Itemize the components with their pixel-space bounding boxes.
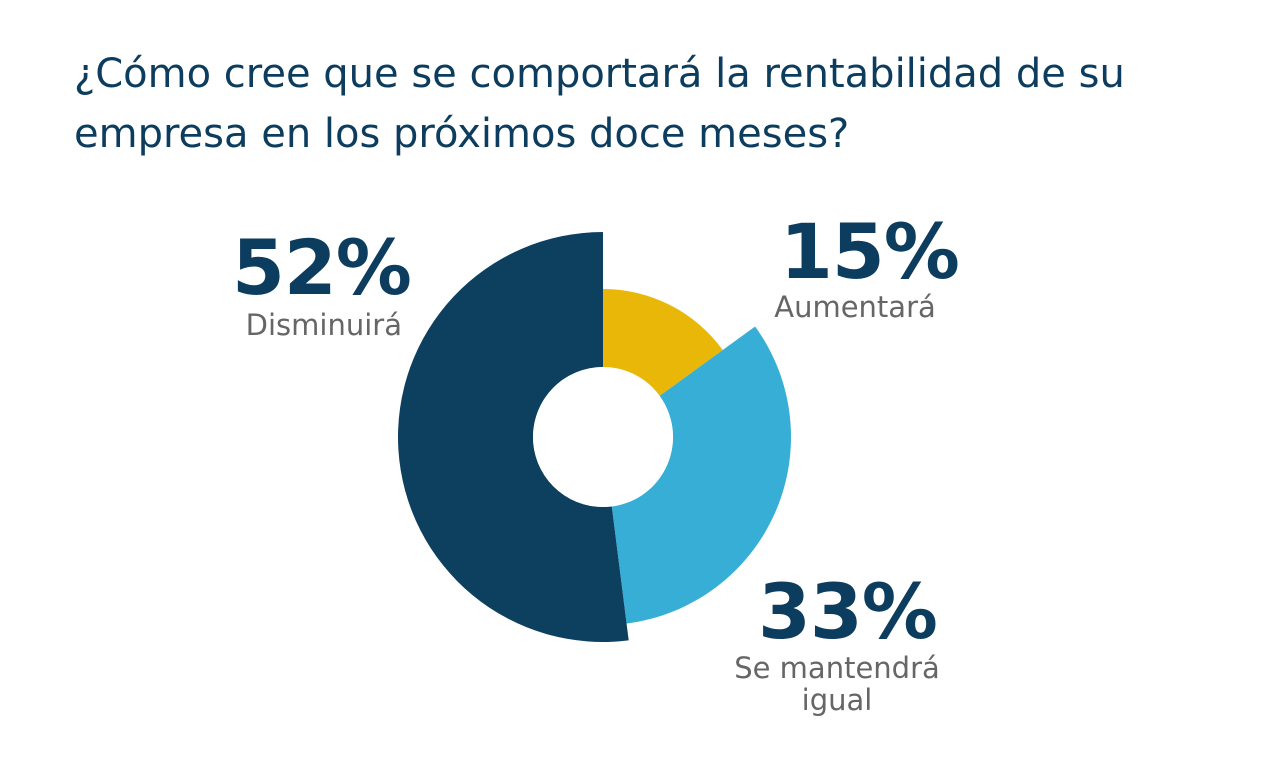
category-label-aumentara: Aumentará <box>774 290 936 324</box>
value-label-se-mantendra-igual: 33% <box>758 567 938 656</box>
value-label-disminuira: 52% <box>232 223 412 312</box>
slice-disminuira <box>398 232 629 642</box>
donut-hole <box>533 367 673 507</box>
slice-aumentara <box>603 289 723 396</box>
chart-title: ¿Cómo cree que se comportará la rentabil… <box>74 51 1125 157</box>
value-label-aumentara: 15% <box>780 207 960 296</box>
category-label-se-mantendra-igual: Se mantendrá igual <box>734 651 940 717</box>
slice-se-mantendra-igual <box>611 326 792 624</box>
category-label-disminuira: Disminuirá <box>245 308 402 342</box>
